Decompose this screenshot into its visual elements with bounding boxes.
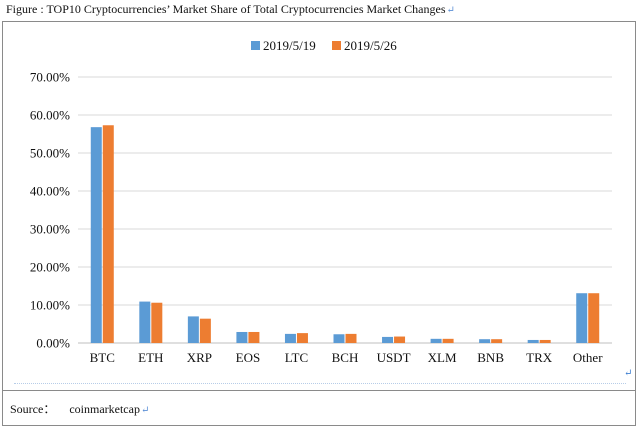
y-tick-label: 0.00% <box>36 336 70 351</box>
y-tick-label: 60.00% <box>30 108 70 123</box>
legend-label: 2019/5/26 <box>344 38 397 53</box>
return-mark-icon: ↵ <box>140 405 150 416</box>
y-tick-label: 40.00% <box>30 184 70 199</box>
bar-bch-series-1 <box>333 334 345 343</box>
x-tick-label: BCH <box>332 350 359 365</box>
bar-other-series-2 <box>588 293 600 343</box>
bar-eth-series-1 <box>139 301 151 343</box>
bar-bnb-series-2 <box>491 339 503 343</box>
legend-swatch <box>251 41 260 50</box>
x-tick-label: XRP <box>187 350 212 365</box>
x-tick-label: EOS <box>236 350 261 365</box>
bar-trx-series-2 <box>539 339 551 343</box>
chart-frame <box>2 21 636 426</box>
bar-eos-series-2 <box>248 331 260 343</box>
gridlines <box>78 76 612 344</box>
caption-text: Figure : TOP10 Cryptocurrencies’ Market … <box>6 2 446 16</box>
legend-label: 2019/5/19 <box>263 38 316 53</box>
bar-usdt-series-1 <box>382 336 394 343</box>
legend: 2019/5/19 2019/5/26 <box>251 38 397 53</box>
bar-ltc-series-2 <box>296 333 308 343</box>
source-divider <box>2 390 636 391</box>
bar-xlm-series-1 <box>430 338 442 343</box>
bar-xlm-series-2 <box>442 338 454 343</box>
source-value: coinmarketcap <box>69 402 140 416</box>
legend-swatch <box>332 41 341 50</box>
y-axis-ticks: 0.00% 10.00% 20.00% 30.00% 40.00% 50.00% 60.00… <box>30 70 70 351</box>
source-line: Source： coinmarketcap↵ <box>10 400 149 417</box>
y-tick-label: 20.00% <box>30 260 70 275</box>
x-tick-label: Other <box>573 350 603 365</box>
x-axis-ticks: BTC ETH XRP EOS LTC BCH USDT XLM BNB TRX Other <box>90 350 604 365</box>
bars <box>90 125 600 343</box>
bar-bnb-series-1 <box>479 339 491 343</box>
dotted-separator <box>14 383 626 384</box>
x-tick-label: BTC <box>90 350 115 365</box>
bar-btc-series-2 <box>102 125 114 343</box>
x-tick-label: USDT <box>377 350 411 365</box>
return-mark-icon: ↵ <box>446 5 455 16</box>
bar-trx-series-1 <box>527 339 539 343</box>
bar-eos-series-1 <box>236 331 248 343</box>
x-tick-label: ETH <box>138 350 163 365</box>
y-tick-label: 70.00% <box>30 70 70 85</box>
bar-xrp-series-2 <box>199 318 211 343</box>
paragraph-mark-icon: ↵ <box>624 368 633 379</box>
bar-other-series-1 <box>576 293 588 343</box>
bar-usdt-series-2 <box>394 336 406 343</box>
bar-btc-series-1 <box>90 127 102 343</box>
y-tick-label: 10.00% <box>30 298 70 313</box>
figure-caption: Figure : TOP10 Cryptocurrencies’ Market … <box>6 2 455 17</box>
x-tick-label: LTC <box>285 350 308 365</box>
y-tick-label: 30.00% <box>30 222 70 237</box>
x-tick-label: BNB <box>477 350 504 365</box>
bar-bch-series-2 <box>345 333 357 343</box>
bar-xrp-series-1 <box>187 316 199 343</box>
x-tick-label: TRX <box>526 350 553 365</box>
bar-eth-series-2 <box>151 302 163 343</box>
y-tick-label: 50.00% <box>30 146 70 161</box>
bar-ltc-series-1 <box>284 333 296 343</box>
source-label: Source： <box>10 402 56 416</box>
x-tick-label: XLM <box>428 350 457 365</box>
